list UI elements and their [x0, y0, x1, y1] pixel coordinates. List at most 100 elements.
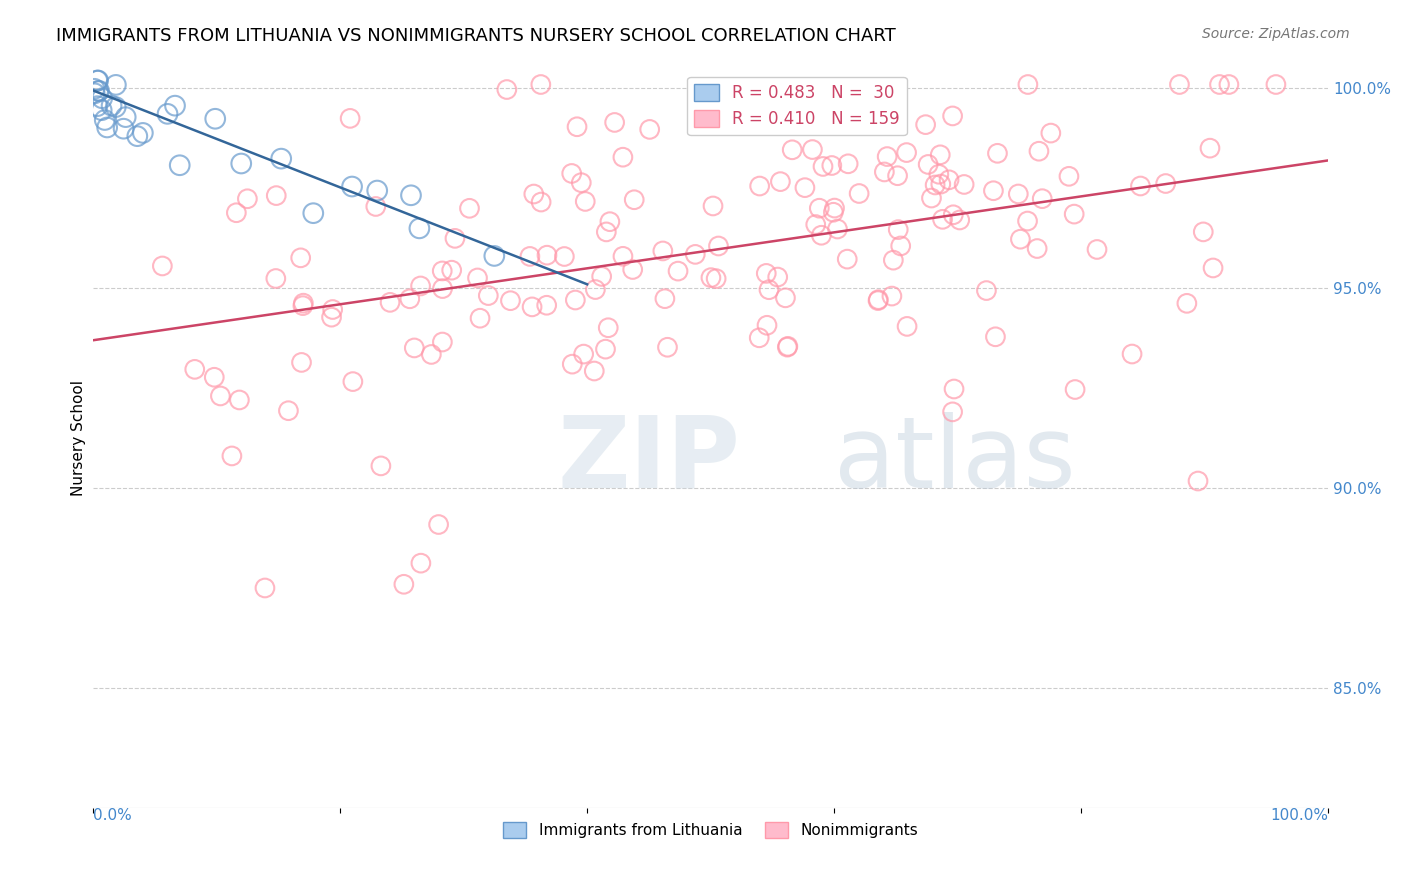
Point — [290, 251, 312, 265]
Point — [621, 262, 644, 277]
Point — [302, 206, 325, 220]
Point — [808, 201, 831, 215]
Point — [769, 175, 792, 189]
Point — [1129, 179, 1152, 194]
Point — [342, 375, 364, 389]
Point — [264, 271, 287, 285]
Point — [776, 340, 799, 354]
Point — [598, 320, 620, 334]
Point — [868, 293, 890, 307]
Point — [1208, 78, 1230, 92]
Point — [427, 517, 450, 532]
Point — [1017, 78, 1039, 92]
Point — [530, 195, 553, 210]
Point — [132, 126, 155, 140]
Point — [599, 215, 621, 229]
Point — [495, 82, 517, 96]
Point — [404, 341, 426, 355]
Text: 100.0%: 100.0% — [1270, 808, 1329, 822]
Point — [94, 113, 117, 128]
Point — [83, 82, 105, 96]
Point — [339, 112, 361, 126]
Point — [595, 225, 617, 239]
Point — [409, 556, 432, 570]
Point — [225, 205, 247, 219]
Point — [654, 292, 676, 306]
Point — [928, 167, 950, 181]
Point — [793, 180, 815, 194]
Point — [1010, 232, 1032, 246]
Point — [595, 342, 617, 356]
Point — [432, 334, 454, 349]
Point — [1264, 78, 1286, 92]
Point — [104, 78, 127, 92]
Point — [264, 188, 287, 202]
Point — [90, 103, 112, 118]
Point — [866, 293, 889, 308]
Point — [685, 247, 707, 261]
Point — [291, 299, 314, 313]
Point — [896, 319, 918, 334]
Point — [775, 291, 797, 305]
Y-axis label: Nursery School: Nursery School — [72, 380, 86, 496]
Point — [921, 191, 943, 205]
Point — [321, 310, 343, 325]
Point — [1063, 207, 1085, 221]
Point — [112, 121, 135, 136]
Point — [569, 176, 592, 190]
Point — [702, 199, 724, 213]
Point — [96, 120, 118, 135]
Point — [848, 186, 870, 201]
Point — [378, 295, 401, 310]
Point — [873, 165, 896, 179]
Point — [603, 115, 626, 129]
Point — [651, 244, 673, 258]
Point — [1028, 145, 1050, 159]
Point — [804, 218, 827, 232]
Point — [583, 283, 606, 297]
Point — [612, 249, 634, 263]
Point — [811, 160, 834, 174]
Point — [156, 107, 179, 121]
Point — [880, 289, 903, 303]
Point — [953, 178, 976, 192]
Point — [519, 249, 541, 263]
Point — [638, 122, 661, 136]
Point — [942, 208, 965, 222]
Point — [91, 91, 114, 105]
Text: 0.0%: 0.0% — [93, 808, 132, 822]
Point — [163, 98, 186, 112]
Point — [976, 284, 998, 298]
Point — [322, 302, 344, 317]
Point — [766, 270, 789, 285]
Point — [943, 382, 966, 396]
Point — [370, 458, 392, 473]
Text: atlas: atlas — [834, 412, 1076, 508]
Point — [666, 264, 689, 278]
Point — [468, 311, 491, 326]
Point — [876, 150, 898, 164]
Point — [583, 364, 606, 378]
Point — [931, 212, 953, 227]
Text: Source: ZipAtlas.com: Source: ZipAtlas.com — [1202, 27, 1350, 41]
Point — [536, 248, 558, 262]
Point — [520, 300, 543, 314]
Point — [1007, 186, 1029, 201]
Point — [837, 99, 859, 113]
Point — [1064, 383, 1087, 397]
Point — [821, 159, 844, 173]
Point — [1017, 214, 1039, 228]
Point — [290, 355, 312, 369]
Point — [364, 199, 387, 213]
Point — [1187, 474, 1209, 488]
Point — [914, 118, 936, 132]
Point — [1085, 243, 1108, 257]
Point — [657, 340, 679, 354]
Point — [221, 449, 243, 463]
Point — [499, 293, 522, 308]
Point — [444, 231, 467, 245]
Point — [1199, 141, 1222, 155]
Point — [440, 263, 463, 277]
Point — [837, 252, 859, 267]
Point — [392, 577, 415, 591]
